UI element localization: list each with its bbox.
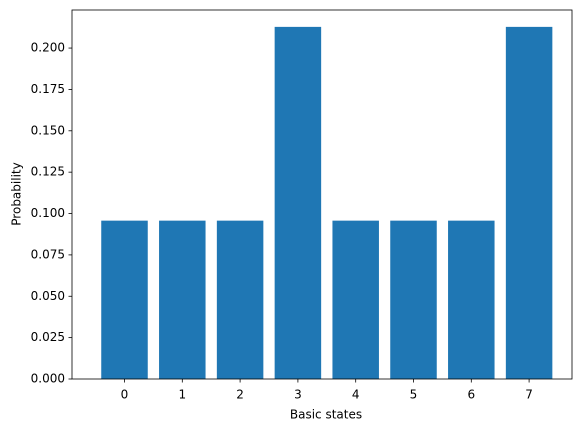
y-tick-label: 0.100 bbox=[31, 206, 65, 220]
x-tick-label: 0 bbox=[121, 388, 129, 402]
x-tick-label: 7 bbox=[525, 388, 533, 402]
x-tick-label: 1 bbox=[178, 388, 186, 402]
bar bbox=[505, 26, 553, 380]
x-tick-label: 3 bbox=[294, 388, 302, 402]
bar bbox=[274, 26, 322, 380]
bar bbox=[390, 220, 437, 379]
y-tick-label: 0.000 bbox=[31, 372, 65, 386]
y-tick-label: 0.200 bbox=[31, 41, 65, 55]
y-tick-label: 0.125 bbox=[31, 165, 65, 179]
y-tick-label: 0.050 bbox=[31, 289, 65, 303]
x-tick-label: 4 bbox=[352, 388, 360, 402]
plot-frame bbox=[71, 9, 573, 380]
x-tick-label: 2 bbox=[236, 388, 244, 402]
x-axis-label: Basic states bbox=[290, 408, 362, 422]
y-tick-label: 0.150 bbox=[31, 123, 65, 137]
bar bbox=[216, 220, 264, 379]
bar bbox=[332, 220, 379, 379]
y-tick-label: 0.075 bbox=[31, 247, 65, 261]
y-tick-label: 0.025 bbox=[31, 330, 65, 344]
bar bbox=[448, 220, 495, 379]
y-axis-label: Probability bbox=[10, 162, 24, 225]
x-tick-label: 5 bbox=[410, 388, 418, 402]
y-tick-label: 0.175 bbox=[31, 82, 65, 96]
bar bbox=[101, 220, 148, 379]
bar bbox=[159, 220, 206, 379]
x-tick-label: 6 bbox=[467, 388, 475, 402]
